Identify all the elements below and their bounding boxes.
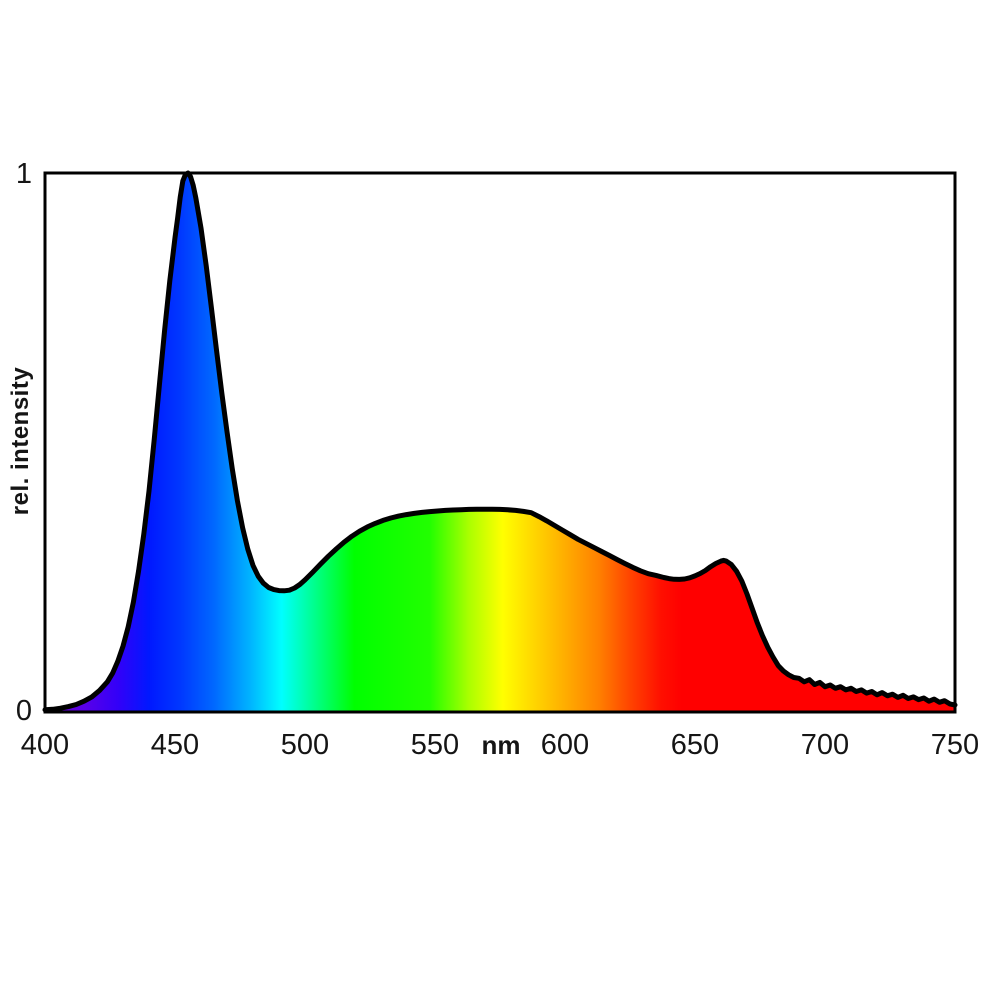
x-tick-label-400: 400 (20, 729, 70, 761)
y-tick-label-1: 1 (15, 158, 32, 190)
x-tick-label-700: 700 (800, 729, 850, 761)
x-axis-unit-label: nm (481, 730, 521, 760)
y-axis-title: rel. intensity (7, 366, 34, 516)
plot-frame (43, 171, 957, 714)
x-tick-label-500: 500 (280, 729, 330, 761)
x-tick-label-650: 650 (670, 729, 720, 761)
x-tick-label-450: 450 (150, 729, 200, 761)
x-tick-label-600: 600 (540, 729, 590, 761)
x-tick-label-550: 550 (410, 729, 460, 761)
spectrum-fill-area (45, 173, 955, 712)
y-tick-label-0: 0 (15, 695, 32, 727)
x-tick-label-750: 750 (930, 729, 980, 761)
